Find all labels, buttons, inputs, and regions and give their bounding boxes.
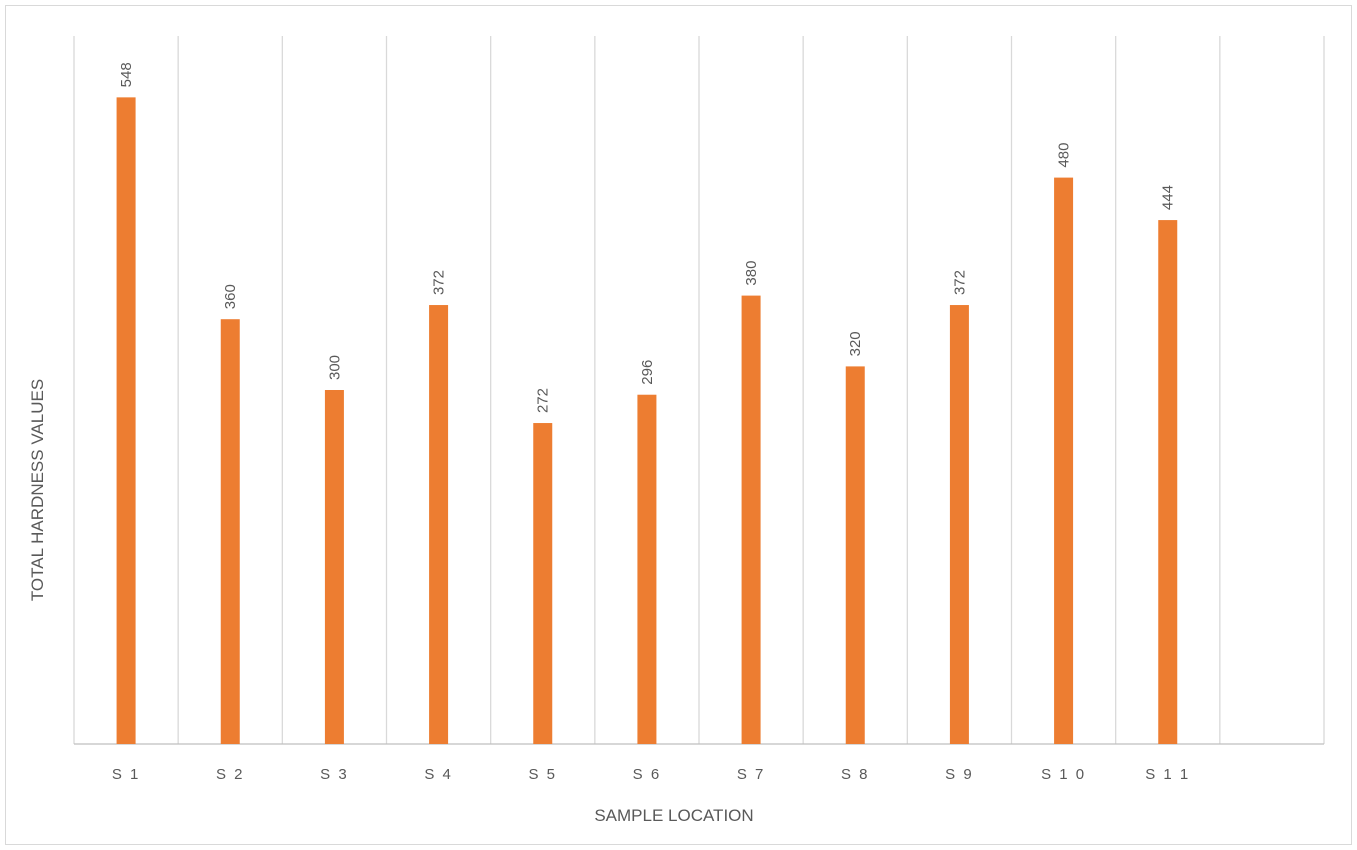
x-tick-label: S 1 bbox=[112, 766, 141, 783]
bar-s2 bbox=[220, 319, 240, 744]
data-label: 380 bbox=[743, 261, 760, 286]
grid-layer bbox=[73, 36, 1325, 744]
data-label: 444 bbox=[1160, 185, 1177, 210]
x-tick-label: S 3 bbox=[320, 766, 349, 783]
data-label: 320 bbox=[847, 331, 864, 356]
bar-s6 bbox=[637, 394, 657, 744]
bar-s1 bbox=[116, 97, 136, 745]
x-tick-label: S 2 bbox=[216, 766, 245, 783]
data-label: 300 bbox=[326, 355, 343, 380]
bar-chart: 548 360 300 372 272 296 380 320 372 480 444 S 1 S 2… bbox=[28, 36, 1325, 825]
bar-s9 bbox=[949, 305, 969, 744]
x-tick-label: S 7 bbox=[737, 766, 766, 783]
data-label: 372 bbox=[951, 270, 968, 295]
x-tick-label: S 4 bbox=[424, 766, 453, 783]
bar-s5 bbox=[533, 423, 553, 744]
data-label: 272 bbox=[535, 388, 552, 413]
chart-frame: 548 360 300 372 272 296 380 320 372 480 444 S 1 S 2… bbox=[5, 5, 1352, 845]
bar-s7 bbox=[741, 295, 761, 744]
x-tick-label: S 1 1 bbox=[1145, 766, 1190, 783]
x-tick-label: S 8 bbox=[841, 766, 870, 783]
x-tick-label: S 6 bbox=[633, 766, 662, 783]
data-label: 548 bbox=[118, 62, 135, 87]
data-label: 296 bbox=[639, 360, 656, 385]
x-tick-label: S 1 0 bbox=[1041, 766, 1086, 783]
data-label: 480 bbox=[1056, 143, 1073, 168]
x-tick-label: S 9 bbox=[945, 766, 974, 783]
data-label: 360 bbox=[222, 284, 239, 309]
x-tick-labels-layer: S 1 S 2 S 3 S 4 S 5 S 6 S 7 S 8 S 9 S 1 0 S 1 1 bbox=[112, 766, 1190, 783]
data-labels-layer: 548 360 300 372 272 296 380 320 372 480 444 bbox=[118, 62, 1177, 413]
bar-s3 bbox=[324, 390, 344, 744]
x-tick-label: S 5 bbox=[528, 766, 557, 783]
bars-layer bbox=[116, 97, 1178, 745]
y-axis-title: TOTAL HARDNESS VALUES bbox=[28, 379, 47, 601]
bar-s8 bbox=[845, 366, 865, 744]
bar-s10 bbox=[1054, 177, 1074, 745]
bar-s4 bbox=[429, 305, 449, 744]
data-label: 372 bbox=[431, 270, 448, 295]
bar-s11 bbox=[1158, 220, 1178, 744]
x-axis-title: SAMPLE LOCATION bbox=[594, 806, 753, 825]
